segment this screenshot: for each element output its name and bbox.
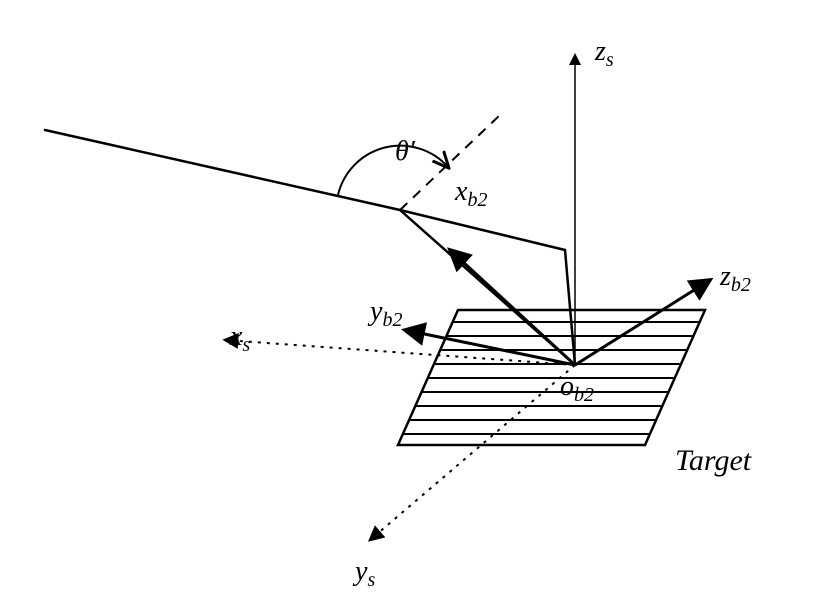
theta-label: θ′	[395, 136, 416, 167]
svg-text:zb2: zb2	[719, 261, 751, 296]
ys-label-main: y	[352, 556, 368, 587]
target-label: Target	[675, 444, 752, 477]
zb2-label-main: z	[719, 261, 731, 292]
theta-angle-arc	[338, 146, 448, 195]
svg-text:zs: zs	[594, 36, 614, 71]
yb2-label-main: y	[367, 296, 383, 327]
zs-label-sub: s	[606, 49, 614, 71]
xs-label-sub: s	[242, 334, 250, 356]
ob2-label-sub: b2	[574, 384, 594, 406]
xb2-label-sub: b2	[467, 189, 487, 211]
svg-text:yb2: yb2	[367, 296, 402, 331]
b2-frame-axes	[405, 250, 710, 365]
yb2-label-sub: b2	[382, 309, 402, 331]
target-surface	[390, 310, 712, 445]
manipulator-arm	[45, 130, 575, 365]
svg-text:xs: xs	[229, 321, 250, 356]
zs-label-main: z	[594, 36, 606, 67]
zb2-label-sub: b2	[731, 274, 751, 296]
svg-text:xb2: xb2	[454, 176, 487, 211]
svg-text:ys: ys	[352, 556, 375, 591]
axis-labels: zs xs ys xb2 yb2 zb2 ob2 θ′ Target	[229, 36, 752, 591]
ys-label-sub: s	[367, 569, 375, 591]
xs-label-main: x	[229, 321, 243, 352]
xb2-label-main: x	[454, 176, 468, 207]
ob2-label-main: o	[560, 371, 574, 402]
coordinate-diagram: zs xs ys xb2 yb2 zb2 ob2 θ′ Target	[0, 0, 831, 601]
s-frame-axes	[225, 55, 575, 540]
svg-text:ob2: ob2	[560, 371, 594, 406]
